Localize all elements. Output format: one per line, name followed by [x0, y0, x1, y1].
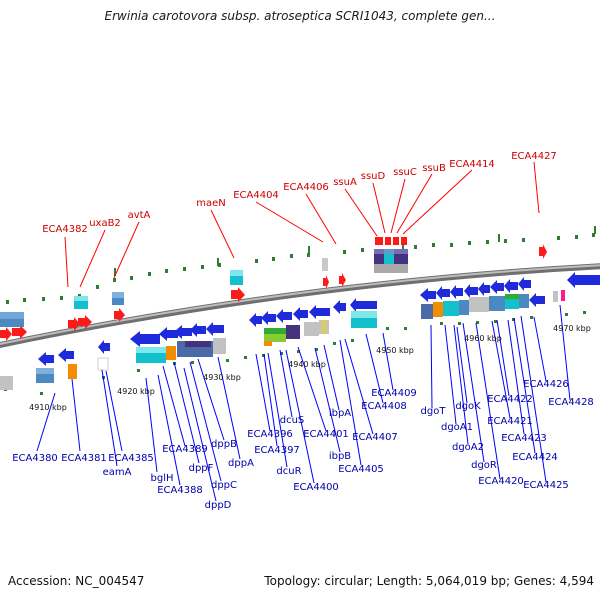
green-tick-track-upper: [6, 226, 596, 304]
scale-label-4920: 4920 kbp: [117, 387, 155, 396]
gene-label[interactable]: ECA4426: [523, 379, 569, 390]
gene-label[interactable]: ECA4405: [338, 464, 384, 475]
top-gene-labels: ECA4382 uxaB2 avtA maeN ECA4404 ECA4406 …: [42, 151, 557, 235]
gene-label[interactable]: bglH: [151, 473, 174, 484]
genome-summary-text: Topology: circular; Length: 5,064,019 bp…: [264, 574, 594, 588]
gene-label[interactable]: ECA4388: [157, 485, 203, 496]
gene-label[interactable]: ECA4380: [12, 453, 58, 464]
gene-label[interactable]: dppD: [205, 500, 232, 511]
gene-label[interactable]: dgoA2: [452, 442, 484, 453]
gene-label[interactable]: ECA4381: [61, 453, 107, 464]
gene-label[interactable]: dgoR: [471, 460, 497, 471]
gene-label[interactable]: eamA: [103, 467, 132, 478]
gene-label[interactable]: ssuD: [361, 171, 386, 182]
gene-label[interactable]: ibpA: [329, 408, 351, 419]
scale-label-4930: 4930 kbp: [203, 373, 241, 382]
scale-label-4950: 4950 kbp: [376, 346, 414, 355]
scale-label-4940: 4940 kbp: [288, 360, 326, 369]
gene-label[interactable]: ECA4385: [108, 453, 154, 464]
gene-label[interactable]: ECA4424: [512, 452, 558, 463]
bottom-connector-lines: [36, 304, 571, 502]
green-tick-track-lower: [4, 311, 586, 395]
gene-label[interactable]: ECA4407: [352, 432, 398, 443]
gene-label[interactable]: ECA4427: [511, 151, 557, 162]
reverse-boxes: [0, 290, 565, 390]
gene-label[interactable]: dcuR: [276, 466, 301, 477]
accession-text: Accession: NC_004547: [8, 574, 145, 588]
forward-boxes: [0, 237, 408, 327]
gene-label[interactable]: ECA4408: [361, 401, 407, 412]
gene-label[interactable]: uxaB2: [89, 218, 121, 229]
gene-label[interactable]: ECA4382: [42, 224, 88, 235]
scale-label-4960: 4960 kbp: [464, 334, 502, 343]
top-connector-lines: [64, 161, 540, 288]
gene-label[interactable]: ECA4421: [487, 416, 533, 427]
gene-label[interactable]: ssuA: [333, 177, 357, 188]
gene-label[interactable]: ECA4406: [283, 182, 329, 193]
gene-label[interactable]: ECA4401: [303, 429, 349, 440]
scale-label-4910: 4910 kbp: [29, 403, 67, 412]
gene-label[interactable]: ECA4420: [478, 476, 524, 487]
backbone: [0, 263, 600, 349]
bottom-gene-labels: ECA4380 ECA4381 ECA4385 eamA bglH ECA438…: [12, 379, 594, 511]
gene-label[interactable]: maeN: [196, 198, 226, 209]
gene-label[interactable]: dcuS: [280, 415, 305, 426]
genome-title: Erwinia carotovora subsp. atroseptica SC…: [104, 9, 496, 23]
gene-label[interactable]: dgoK: [455, 401, 481, 412]
scale-label-4970: 4970 kbp: [553, 324, 591, 333]
gene-label[interactable]: ECA4425: [523, 480, 569, 491]
gene-label[interactable]: ECA4396: [247, 429, 293, 440]
gene-label[interactable]: ECA4414: [449, 159, 495, 170]
gene-label[interactable]: ssuC: [393, 167, 417, 178]
gene-label[interactable]: ECA4428: [548, 397, 594, 408]
gene-label[interactable]: dppA: [228, 458, 254, 469]
gene-label[interactable]: ssuB: [422, 163, 446, 174]
gene-label[interactable]: ibpB: [329, 451, 351, 462]
gene-label[interactable]: ECA4404: [233, 190, 279, 201]
gene-label[interactable]: dppC: [211, 480, 237, 491]
gene-label[interactable]: dgoT: [421, 406, 447, 417]
forward-genes: [0, 244, 547, 341]
gene-label[interactable]: ECA4409: [371, 388, 417, 399]
gene-label[interactable]: dppF: [189, 463, 214, 474]
gene-label[interactable]: ECA4422: [487, 394, 533, 405]
scale-labels: 4910 kbp 4920 kbp 4930 kbp 4940 kbp 4950…: [29, 324, 591, 412]
gene-label[interactable]: ECA4397: [254, 445, 300, 456]
reverse-genes: [38, 272, 600, 366]
gene-label[interactable]: ECA4389: [162, 444, 208, 455]
gene-label[interactable]: ECA4400: [293, 482, 339, 493]
gene-label[interactable]: avtA: [128, 210, 151, 221]
gene-label[interactable]: dppB: [211, 439, 237, 450]
gene-label[interactable]: dgoA1: [441, 422, 473, 433]
gene-label[interactable]: ECA4423: [501, 433, 547, 444]
